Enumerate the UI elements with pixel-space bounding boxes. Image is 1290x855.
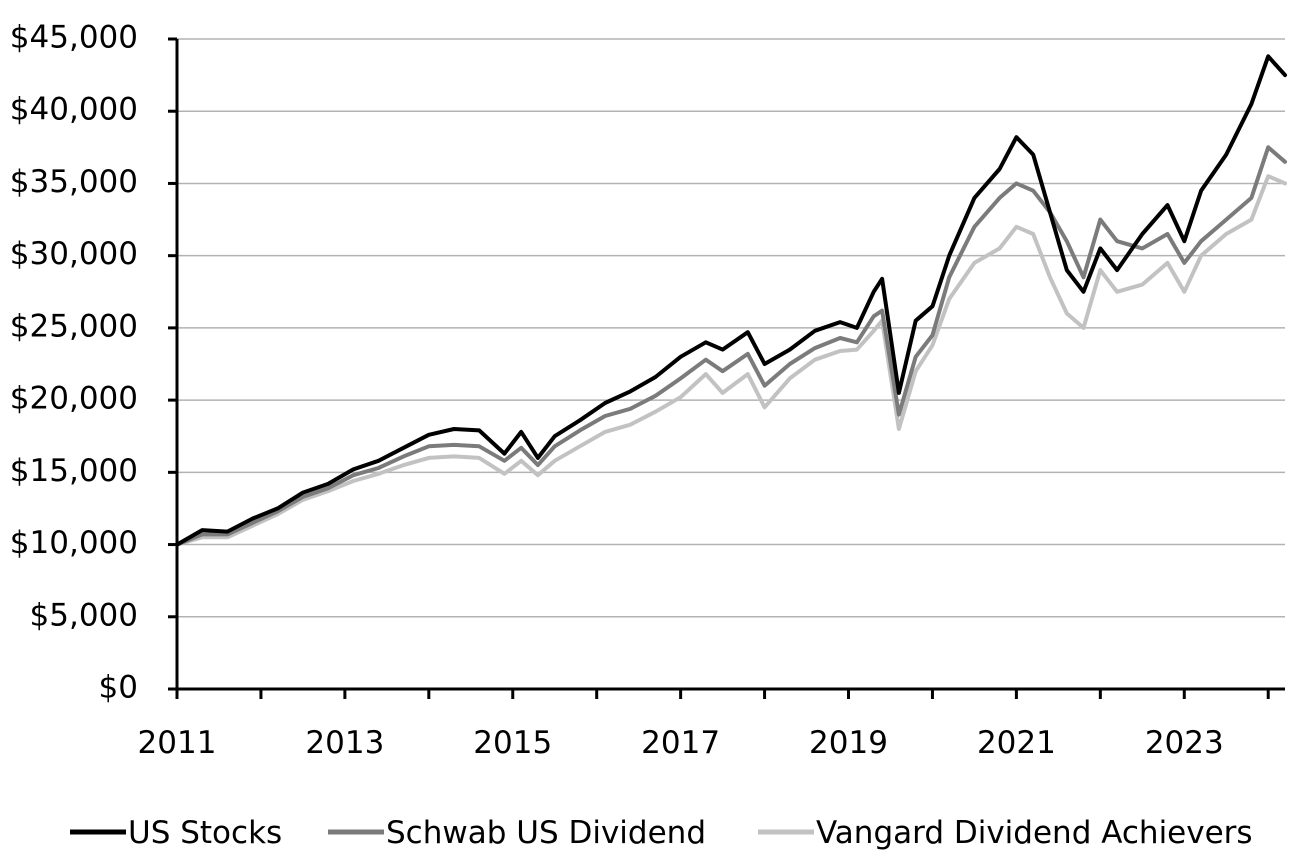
- x-tick-label: 2011: [138, 725, 217, 761]
- x-tick-label: 2021: [977, 725, 1056, 761]
- y-tick-label: $40,000: [10, 92, 138, 128]
- series-line-schwab-us-dividend: [175, 145, 1287, 547]
- y-tick-label: $0: [99, 670, 138, 706]
- x-tick-label: 2015: [473, 725, 552, 761]
- x-tick-label: 2023: [1145, 725, 1224, 761]
- legend-item: Schwab US Dividend: [328, 815, 706, 851]
- y-tick-label: $5,000: [30, 597, 138, 633]
- y-tick-label: $15,000: [10, 453, 138, 489]
- x-tick-label: 2019: [809, 725, 888, 761]
- x-tick-label: 2013: [305, 725, 384, 761]
- legend-item: US Stocks: [70, 815, 282, 851]
- x-axis-ticks: 2011 2013 2015 2017 2019 2021 2023: [138, 689, 1270, 761]
- legend-label: Vangard Dividend Achievers: [816, 815, 1253, 851]
- legend-label: US Stocks: [128, 815, 282, 851]
- series-layer: [175, 54, 1287, 547]
- y-axis-ticks: $0 $5,000 $10,000 $15,000 $20,000 $25,000 $30,…: [10, 20, 177, 706]
- y-tick-label: $35,000: [10, 164, 138, 200]
- y-tick-label: $45,000: [10, 20, 138, 56]
- y-tick-label: $20,000: [10, 381, 138, 417]
- y-tick-label: $10,000: [10, 525, 138, 561]
- series-line-vangard-dividend-achievers: [175, 174, 1287, 547]
- x-tick-label: 2017: [641, 725, 720, 761]
- y-tick-label: $25,000: [10, 308, 138, 344]
- series-line-us-stocks: [175, 54, 1287, 547]
- gridlines: [177, 38, 1285, 618]
- legend: US Stocks Schwab US Dividend Vangard Divid…: [70, 815, 1253, 851]
- legend-item: Vangard Dividend Achievers: [758, 815, 1253, 851]
- legend-label: Schwab US Dividend: [386, 815, 706, 851]
- y-tick-label: $30,000: [10, 236, 138, 272]
